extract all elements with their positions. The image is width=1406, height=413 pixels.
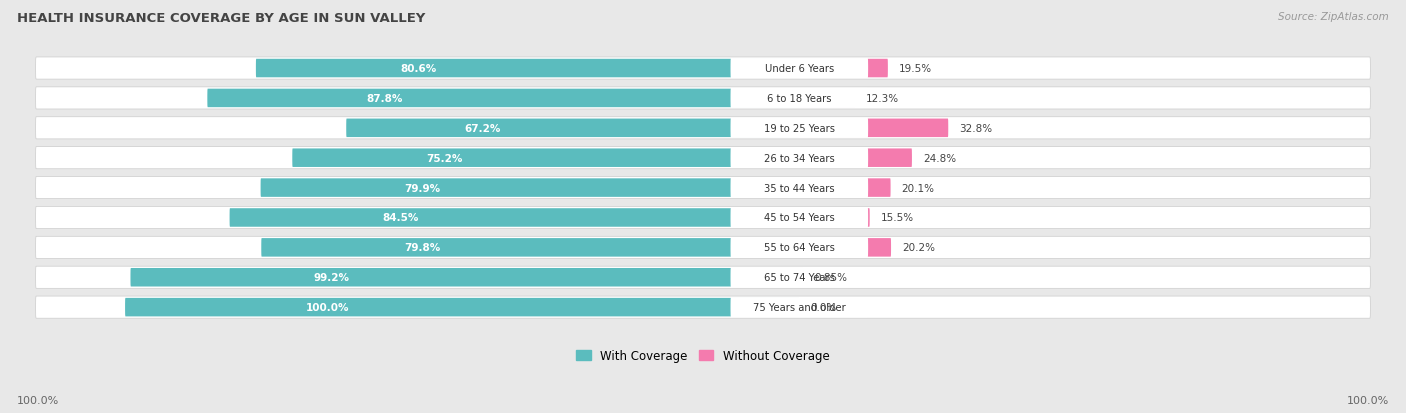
FancyBboxPatch shape (800, 59, 887, 78)
FancyBboxPatch shape (35, 58, 1371, 80)
FancyBboxPatch shape (731, 178, 868, 198)
Text: 20.1%: 20.1% (901, 183, 935, 193)
FancyBboxPatch shape (292, 149, 800, 168)
Text: 65 to 74 Years: 65 to 74 Years (763, 273, 835, 282)
Text: 26 to 34 Years: 26 to 34 Years (763, 153, 835, 163)
Text: 19 to 25 Years: 19 to 25 Years (763, 123, 835, 133)
FancyBboxPatch shape (731, 208, 868, 228)
Text: 67.2%: 67.2% (464, 123, 501, 133)
Text: 87.8%: 87.8% (367, 94, 404, 104)
Text: 0.0%: 0.0% (810, 302, 837, 312)
FancyBboxPatch shape (731, 59, 868, 79)
FancyBboxPatch shape (800, 268, 803, 287)
FancyBboxPatch shape (800, 90, 855, 108)
Text: 79.8%: 79.8% (405, 243, 441, 253)
FancyBboxPatch shape (35, 177, 1371, 199)
Text: 32.8%: 32.8% (959, 123, 993, 133)
FancyBboxPatch shape (35, 266, 1371, 289)
FancyBboxPatch shape (800, 149, 912, 168)
FancyBboxPatch shape (800, 239, 891, 257)
FancyBboxPatch shape (35, 88, 1371, 110)
FancyBboxPatch shape (35, 237, 1371, 259)
Text: 80.6%: 80.6% (401, 64, 437, 74)
FancyBboxPatch shape (731, 119, 868, 138)
FancyBboxPatch shape (800, 179, 890, 197)
Text: 6 to 18 Years: 6 to 18 Years (768, 94, 831, 104)
Text: 12.3%: 12.3% (866, 94, 900, 104)
FancyBboxPatch shape (131, 268, 800, 287)
Text: 19.5%: 19.5% (898, 64, 932, 74)
Text: 45 to 54 Years: 45 to 54 Years (763, 213, 835, 223)
Text: HEALTH INSURANCE COVERAGE BY AGE IN SUN VALLEY: HEALTH INSURANCE COVERAGE BY AGE IN SUN … (17, 12, 425, 25)
Text: 79.9%: 79.9% (404, 183, 440, 193)
FancyBboxPatch shape (731, 89, 868, 109)
Text: 24.8%: 24.8% (922, 153, 956, 163)
FancyBboxPatch shape (207, 90, 800, 108)
FancyBboxPatch shape (35, 117, 1371, 140)
Text: 84.5%: 84.5% (382, 213, 419, 223)
FancyBboxPatch shape (260, 179, 800, 197)
Text: 99.2%: 99.2% (314, 273, 349, 282)
Text: Under 6 Years: Under 6 Years (765, 64, 834, 74)
FancyBboxPatch shape (731, 268, 868, 287)
Text: 15.5%: 15.5% (880, 213, 914, 223)
FancyBboxPatch shape (800, 119, 948, 138)
FancyBboxPatch shape (125, 298, 800, 317)
FancyBboxPatch shape (35, 147, 1371, 169)
FancyBboxPatch shape (731, 238, 868, 258)
Text: 20.2%: 20.2% (903, 243, 935, 253)
FancyBboxPatch shape (731, 148, 868, 169)
FancyBboxPatch shape (262, 239, 800, 257)
FancyBboxPatch shape (800, 209, 870, 227)
Text: 0.85%: 0.85% (814, 273, 848, 282)
Text: 35 to 44 Years: 35 to 44 Years (763, 183, 835, 193)
Text: 55 to 64 Years: 55 to 64 Years (763, 243, 835, 253)
Text: 100.0%: 100.0% (17, 395, 59, 405)
FancyBboxPatch shape (256, 59, 800, 78)
FancyBboxPatch shape (229, 209, 800, 227)
FancyBboxPatch shape (346, 119, 800, 138)
Text: 100.0%: 100.0% (305, 302, 349, 312)
Legend: With Coverage, Without Coverage: With Coverage, Without Coverage (572, 345, 834, 367)
Text: Source: ZipAtlas.com: Source: ZipAtlas.com (1278, 12, 1389, 22)
FancyBboxPatch shape (35, 297, 1371, 318)
Text: 75.2%: 75.2% (426, 153, 463, 163)
Text: 75 Years and older: 75 Years and older (754, 302, 845, 312)
FancyBboxPatch shape (731, 297, 868, 317)
Text: 100.0%: 100.0% (1347, 395, 1389, 405)
FancyBboxPatch shape (35, 207, 1371, 229)
